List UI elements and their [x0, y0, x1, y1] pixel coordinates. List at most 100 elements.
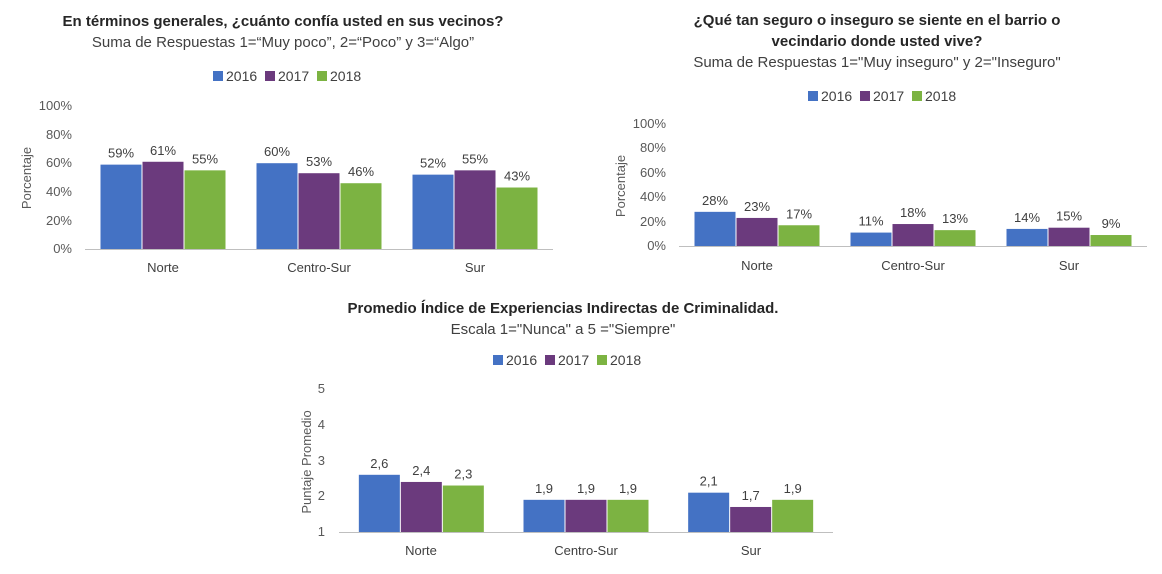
legend-label-2016: 2016: [821, 88, 852, 104]
data-label-centro-sur-2018: 1,9: [619, 481, 637, 496]
bar-norte-2016: [358, 474, 400, 532]
data-label-sur-2016: 52%: [420, 156, 446, 171]
bar-centro-sur-2017: [298, 173, 340, 249]
legend: 2016 2017 2018: [213, 68, 361, 84]
data-label-centro-sur-2018: 46%: [348, 164, 374, 179]
x-tick-label-centro-sur: Centro-Sur: [287, 260, 351, 275]
chart-subtitle: Suma de Respuestas 1=“Muy poco”, 2=“Poco…: [92, 34, 474, 51]
y-tick-label: 80%: [46, 127, 72, 142]
legend-label-2016: 2016: [226, 68, 257, 84]
data-label-norte-2018: 17%: [786, 206, 812, 221]
data-label-centro-sur-2016: 11%: [858, 214, 883, 229]
data-label-norte-2016: 28%: [702, 193, 728, 208]
x-tick-label-norte: Norte: [741, 258, 773, 273]
y-tick-label: 0%: [53, 241, 72, 256]
bar-centro-sur-2017: [892, 224, 934, 246]
bar-norte-2017: [142, 161, 184, 249]
y-tick-label: 4: [318, 417, 325, 432]
data-label-centro-sur-2017: 1,9: [577, 481, 595, 496]
data-label-sur-2017: 15%: [1056, 209, 1082, 224]
y-axis-title: Puntaje Promedio: [299, 410, 314, 513]
y-tick-label: 2: [318, 488, 325, 503]
bar-centro-sur-2018: [607, 499, 649, 532]
plot-area: 28% 23% 17% 11% 18% 13% 14% 15% 9%: [679, 193, 1147, 247]
legend-label-2016: 2016: [506, 352, 537, 368]
data-label-sur-2017: 55%: [462, 151, 488, 166]
y-tick-label: 80%: [640, 140, 666, 155]
chart-title: ¿Qué tan seguro o inseguro se siente en …: [694, 12, 1061, 29]
legend-label-2017: 2017: [278, 68, 309, 84]
x-tick-label-norte: Norte: [147, 260, 179, 275]
data-label-norte-2016: 2,6: [370, 456, 388, 471]
bar-sur-2016: [412, 174, 454, 249]
bar-norte-2017: [736, 217, 778, 246]
y-tick-label: 20%: [46, 213, 72, 228]
data-label-centro-sur-2017: 53%: [306, 154, 332, 169]
legend-label-2017: 2017: [558, 352, 589, 368]
bar-norte-2018: [184, 170, 226, 249]
data-label-sur-2016: 2,1: [700, 474, 718, 489]
y-tick-label: 100%: [633, 116, 667, 131]
bar-norte-2018: [442, 485, 484, 532]
data-label-norte-2018: 55%: [192, 151, 218, 166]
bar-sur-2017: [454, 170, 496, 249]
legend-swatch-2016: [808, 91, 818, 101]
chart-confianza-vecinos: En términos generales, ¿cuánto confía us…: [19, 13, 553, 275]
legend-swatch-2018: [317, 71, 327, 81]
data-label-centro-sur-2017: 18%: [900, 205, 926, 220]
plot-area: 59% 61% 55% 60% 53% 46% 52% 55% 43%: [85, 143, 553, 250]
y-tick-label: 60%: [640, 165, 666, 180]
y-axis-title: Porcentaje: [613, 155, 628, 217]
bar-sur-2017: [1048, 227, 1090, 246]
legend: 2016 2017 2018: [808, 88, 956, 104]
legend-swatch-2017: [860, 91, 870, 101]
x-tick-label-centro-sur: Centro-Sur: [554, 543, 618, 558]
chart-subtitle: Escala 1="Nunca" a 5 ="Siempre": [451, 321, 676, 338]
data-label-norte-2017: 61%: [150, 143, 176, 158]
bar-norte-2017: [400, 481, 442, 532]
chart-title: Promedio Índice de Experiencias Indirect…: [348, 300, 779, 317]
chart-experiencias-criminalidad: Promedio Índice de Experiencias Indirect…: [299, 300, 833, 558]
x-tick-label-norte: Norte: [405, 543, 437, 558]
bar-centro-sur-2018: [934, 230, 976, 246]
bar-centro-sur-2016: [256, 163, 298, 249]
legend-swatch-2016: [493, 355, 503, 365]
bar-centro-sur-2017: [565, 499, 607, 532]
y-tick-label: 3: [318, 453, 325, 468]
data-label-centro-sur-2016: 1,9: [535, 481, 553, 496]
data-label-sur-2017: 1,7: [742, 488, 760, 503]
bar-centro-sur-2016: [523, 499, 565, 532]
bar-sur-2016: [688, 492, 730, 532]
legend-label-2017: 2017: [873, 88, 904, 104]
y-tick-label: 1: [318, 524, 325, 539]
chart-subtitle: Suma de Respuestas 1="Muy inseguro" y 2=…: [693, 54, 1060, 71]
data-label-norte-2018: 2,3: [454, 467, 472, 482]
y-tick-label: 40%: [46, 184, 72, 199]
chart-seguridad-barrio: ¿Qué tan seguro o inseguro se siente en …: [613, 12, 1147, 273]
bar-sur-2018: [772, 499, 814, 532]
bar-sur-2018: [496, 187, 538, 249]
legend-swatch-2018: [597, 355, 607, 365]
legend-swatch-2017: [545, 355, 555, 365]
legend-swatch-2016: [213, 71, 223, 81]
bar-norte-2018: [778, 225, 820, 246]
x-tick-label-centro-sur: Centro-Sur: [881, 258, 945, 273]
bar-sur-2016: [1006, 228, 1048, 246]
chart-title-line-2: vecindario donde usted vive?: [772, 33, 983, 50]
legend-label-2018: 2018: [925, 88, 956, 104]
plot-area: 2,6 2,4 2,3 1,9 1,9 1,9 2,1 1,7 1,9: [339, 456, 833, 533]
data-label-norte-2017: 23%: [744, 199, 770, 214]
bar-norte-2016: [100, 164, 142, 249]
y-tick-label: 0%: [647, 238, 666, 253]
legend-label-2018: 2018: [610, 352, 641, 368]
x-tick-label-sur: Sur: [465, 260, 486, 275]
y-tick-label: 5: [318, 381, 325, 396]
chart-title: En términos generales, ¿cuánto confía us…: [63, 13, 504, 30]
x-tick-label-sur: Sur: [741, 543, 762, 558]
legend-swatch-2017: [265, 71, 275, 81]
data-label-sur-2018: 1,9: [784, 481, 802, 496]
bar-centro-sur-2018: [340, 183, 382, 249]
y-tick-label: 40%: [640, 189, 666, 204]
data-label-norte-2017: 2,4: [412, 463, 430, 478]
